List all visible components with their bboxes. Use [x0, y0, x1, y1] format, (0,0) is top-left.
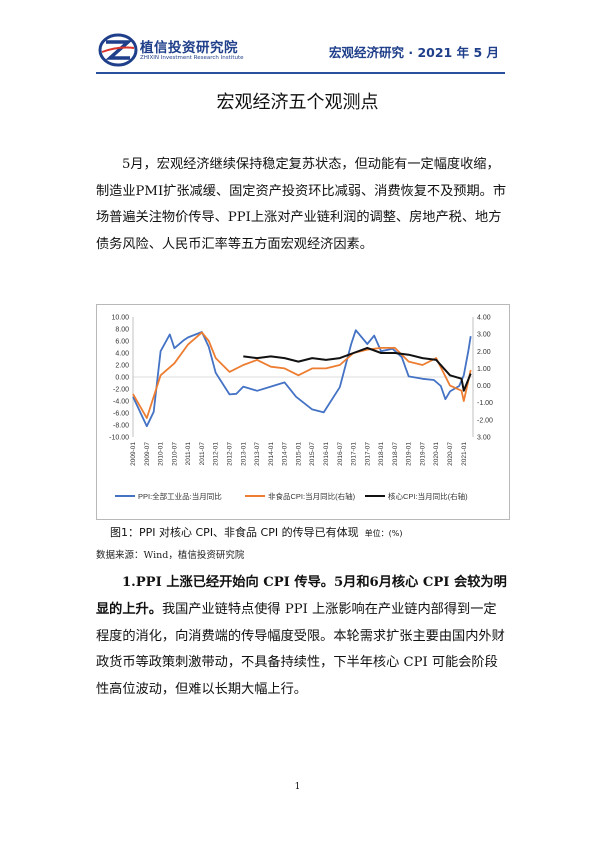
legend-label-2: 非食品CPI:当月同比(右轴) — [268, 491, 356, 501]
x-tick-label: 2014-01 — [268, 442, 275, 466]
figure-caption: 图1：PPI 对核心 CPI、非食品 CPI 的传导已有体现 单位：(%) — [110, 524, 402, 540]
report-tag: 宏观经济研究 · 2021 年 5 月 — [329, 45, 499, 60]
y-right-tick-label: 1.00 — [477, 366, 491, 373]
x-tick-label: 2020-01 — [433, 442, 440, 466]
page-number: 1 — [294, 782, 301, 792]
y-right-tick-label: -1.00 — [477, 400, 493, 407]
x-tick-label: 2017-01 — [351, 442, 358, 466]
series-line-2 — [132, 331, 472, 419]
figure-unit: 单位：(%) — [364, 529, 403, 538]
x-tick-label: 2011-01 — [185, 442, 192, 466]
section-1-heading: 1.PPI 上涨已经开始向 CPI 传导。5月和6月核心 CPI 会较为明显的上… — [96, 575, 507, 617]
x-tick-label: 2015-01 — [295, 442, 302, 466]
y-left-tick-label: -10.00 — [109, 435, 129, 442]
y-left-tick-label: 8.00 — [115, 327, 129, 334]
series-line-1 — [132, 329, 472, 428]
y-left-tick-label: 0.00 — [115, 375, 129, 382]
x-tick-label: 2019-07 — [419, 442, 426, 466]
x-tick-label: 2014-07 — [282, 442, 289, 466]
x-tick-label: 2009-07 — [144, 442, 151, 466]
x-tick-label: 2018-01 — [378, 442, 385, 466]
y-left-tick-label: -2.00 — [113, 387, 129, 394]
x-tick-label: 2016-07 — [337, 442, 344, 466]
intro-text: 5月，宏观经济继续保持稳定复苏状态，但动能有一定幅度收缩，制造业PMI扩张减缓、… — [96, 157, 507, 252]
x-tick-label: 2012-07 — [226, 442, 233, 466]
y-left-tick-label: -8.00 — [113, 423, 129, 430]
x-tick-label: 2019-01 — [406, 442, 413, 466]
figure-caption-text: 图1：PPI 对核心 CPI、非食品 CPI 的传导已有体现 — [110, 526, 359, 539]
x-tick-label: 2010-07 — [171, 442, 178, 466]
y-right-tick-label: 3.00 — [477, 332, 491, 339]
x-tick-label: 2018-07 — [392, 442, 399, 466]
page-title: 宏观经济五个观测点 — [216, 92, 379, 113]
legend-label-3: 核心CPI:当月同比(右轴) — [388, 491, 468, 501]
y-left-tick-label: 2.00 — [115, 363, 129, 370]
y-left-tick-label: 6.00 — [115, 339, 129, 346]
x-tick-label: 2009-01 — [130, 442, 137, 466]
page-header: 植信投资研究院 ZHIXIN Investment Research Insti… — [0, 0, 595, 84]
brand-name-en: ZHIXIN Investment Research Institute — [140, 55, 244, 61]
y-left-tick-label: 10.00 — [111, 315, 129, 322]
y-right-tick-label: 4.00 — [477, 315, 491, 322]
x-tick-label: 2021-01 — [461, 442, 468, 466]
y-left-tick-label: -6.00 — [113, 411, 129, 418]
y-left-tick-label: -4.00 — [113, 399, 129, 406]
x-tick-label: 2010-01 — [158, 442, 165, 466]
intro-paragraph: 5月，宏观经济继续保持稳定复苏状态，但动能有一定幅度收缩，制造业PMI扩张减缓、… — [96, 152, 508, 258]
x-tick-label: 2016-01 — [323, 442, 330, 466]
ppi-cpi-line-chart: 10.00 8.00 6.00 4.00 2.00 0.00 -2.00 -4.00 -6.00… — [96, 304, 510, 520]
x-tick-label: 2013-01 — [240, 442, 247, 466]
figure-source: 数据来源：Wind，植信投资研究院 — [96, 550, 245, 561]
section-1-paragraph: 1.PPI 上涨已经开始向 CPI 传导。5月和6月核心 CPI 会较为明显的上… — [96, 570, 508, 704]
y-right-tick-label: 0.00 — [477, 383, 491, 390]
y-right-tick-label: 2.00 — [477, 349, 491, 356]
x-tick-label: 2011-07 — [199, 442, 206, 466]
x-tick-label: 2015-07 — [309, 442, 316, 466]
x-tick-label: 2020-07 — [447, 442, 454, 466]
y-left-tick-label: 4.00 — [115, 351, 129, 358]
y-right-tick-label: 3.00 — [477, 435, 491, 442]
zhixin-logo-icon — [98, 33, 138, 67]
x-tick-label: 2017-07 — [364, 442, 371, 466]
legend-label-1: PPI:全部工业品:当月同比 — [138, 491, 222, 501]
x-tick-label: 2012-01 — [213, 442, 220, 466]
y-right-tick-label: -2.00 — [477, 417, 493, 424]
brand-name-cn: 植信投资研究院 — [140, 40, 238, 56]
header-divider — [96, 72, 505, 74]
section-1-body: 我国产业链特点使得 PPI 上涨影响在产业链内部得到一定程度的消化，向消费端的传… — [96, 601, 505, 698]
series-line-3 — [243, 346, 472, 392]
x-tick-label: 2013-07 — [254, 442, 261, 466]
